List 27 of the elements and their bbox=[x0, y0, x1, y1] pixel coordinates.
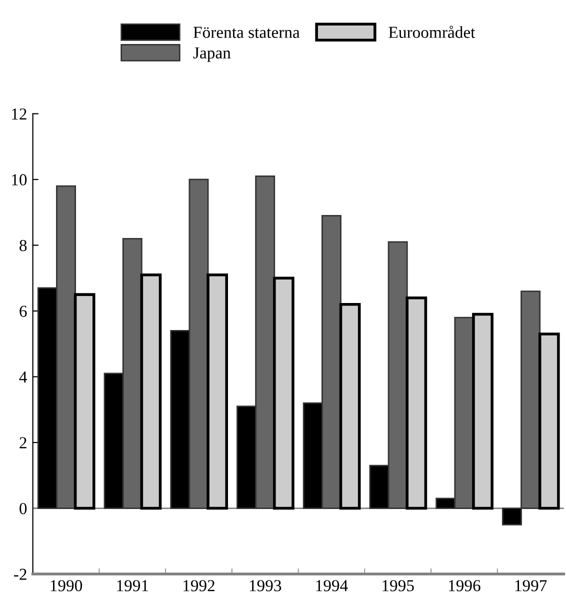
x-tick-label: 1993 bbox=[250, 580, 282, 592]
y-tick-label: 8 bbox=[20, 240, 27, 252]
bar bbox=[538, 332, 560, 510]
bar bbox=[339, 303, 361, 510]
y-tick-label: 6 bbox=[20, 306, 27, 317]
y-tick-label: 12 bbox=[12, 108, 26, 120]
y-tick-label: 4 bbox=[19, 372, 28, 383]
bar bbox=[273, 276, 294, 510]
y-tick-label: 0 bbox=[20, 502, 27, 514]
legend-label: Japan bbox=[193, 47, 231, 62]
bar bbox=[140, 273, 162, 510]
bar bbox=[472, 312, 494, 510]
x-tick-label: 1995 bbox=[382, 580, 414, 592]
x-tick-label: 1996 bbox=[448, 580, 480, 592]
y-tick-label: -2 bbox=[14, 568, 26, 580]
bar bbox=[406, 296, 428, 510]
legend-label: Förenta staterna bbox=[193, 26, 300, 38]
legend-label: Euroområdet bbox=[388, 26, 476, 38]
x-tick-label: 1990 bbox=[50, 580, 82, 592]
x-tick-label: 1994 bbox=[316, 580, 348, 592]
x-tick-label: 1992 bbox=[184, 580, 214, 592]
y-tick-label: 10 bbox=[12, 174, 27, 186]
x-tick-label: 1991 bbox=[117, 580, 148, 592]
bar bbox=[74, 293, 96, 510]
bar bbox=[206, 273, 228, 510]
y-tick-label: 2 bbox=[20, 437, 26, 448]
x-tick-label: 1997 bbox=[515, 580, 547, 592]
